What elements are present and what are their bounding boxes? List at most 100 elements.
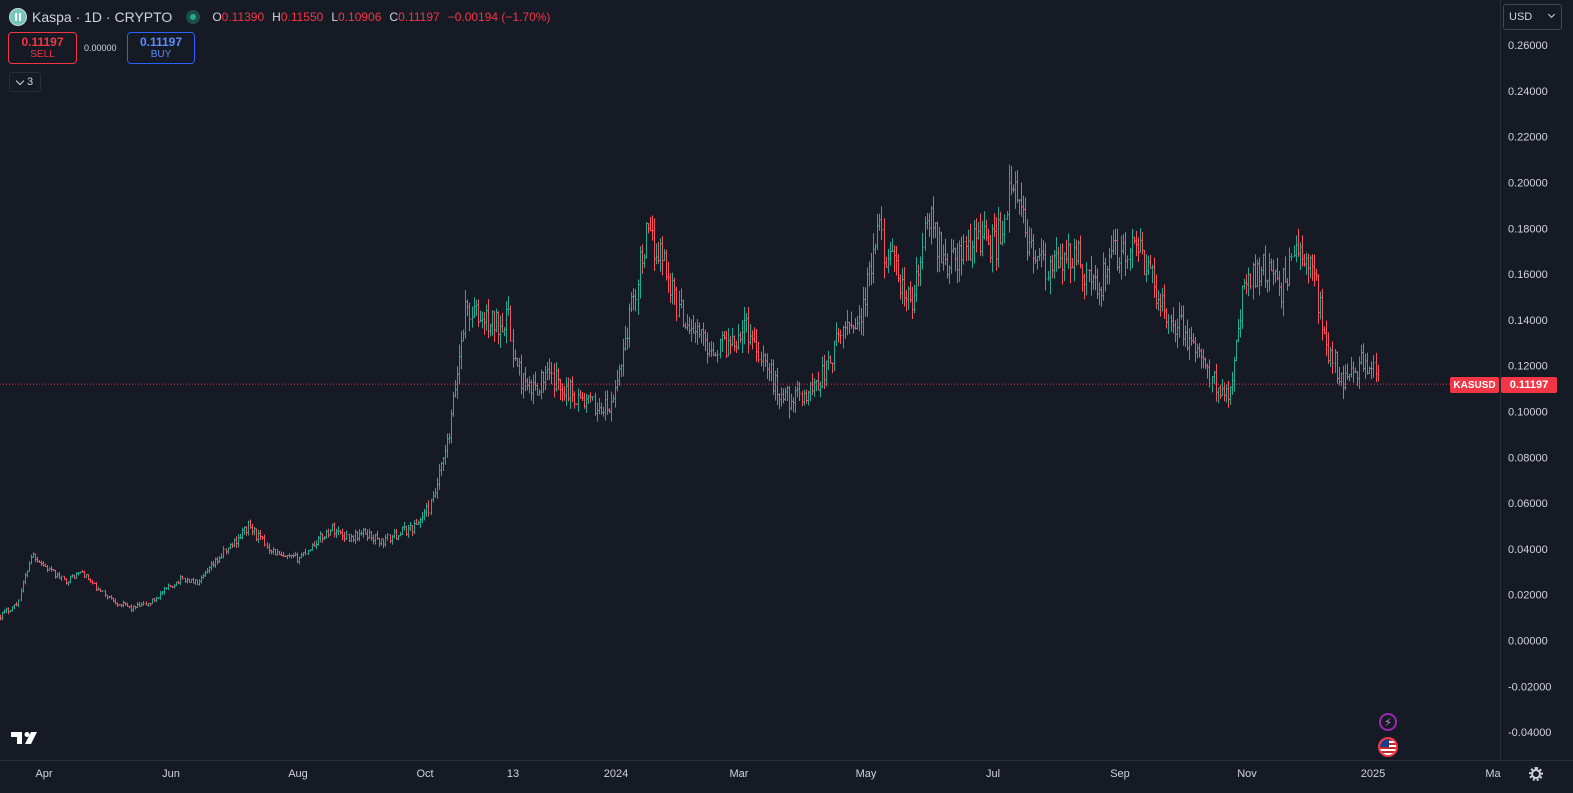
ohlc-bar — [532, 374, 535, 405]
ohlc-bar — [432, 491, 435, 503]
ohlc-bar — [456, 366, 459, 399]
ohlc-bar — [1366, 352, 1369, 375]
ohlc-bar — [514, 349, 517, 362]
ohlc-bar — [1102, 252, 1105, 301]
ohlc-bar — [276, 548, 279, 556]
currency-select[interactable]: USD — [1503, 4, 1562, 30]
x-tick-label: 2025 — [1361, 768, 1385, 780]
ohlc-bar — [971, 240, 974, 269]
ohlc-bar — [1042, 240, 1045, 261]
ohlc-bar — [645, 222, 648, 259]
ohlc-bar — [737, 324, 740, 350]
ohlc-bar — [854, 317, 857, 330]
ohlc-bar — [897, 254, 900, 283]
ohlc-bar — [243, 526, 246, 535]
y-tick-label: 0.22000 — [1508, 132, 1548, 144]
ohlc-bar — [977, 222, 980, 240]
ohlc-bar — [93, 582, 96, 584]
ohlc-bar — [208, 566, 211, 574]
ohlc-bar — [1325, 320, 1328, 356]
us-flag-event-icon[interactable] — [1378, 737, 1398, 757]
ohlc-bar — [112, 597, 115, 603]
ohlc-bar — [1262, 253, 1265, 276]
ohlc-bar — [1377, 364, 1380, 382]
ohlc-bar — [167, 583, 170, 591]
ohlc-bar — [651, 215, 654, 241]
ohlc-bar — [573, 391, 576, 409]
x-tick-label: Nov — [1237, 768, 1257, 780]
ohlc-bar — [850, 311, 853, 329]
symbol-title[interactable]: Kaspa · 1D · CRYPTO — [32, 9, 173, 25]
ohlc-bar — [485, 304, 488, 331]
ohlc-bar — [165, 587, 168, 590]
ohlc-bar — [624, 325, 627, 352]
ohlc-bar — [829, 355, 832, 364]
buy-button[interactable]: 0.11197 BUY — [127, 32, 195, 64]
ohlc-bar — [659, 238, 662, 272]
ohlc-bar — [727, 328, 730, 357]
ohlc-bar — [630, 292, 633, 313]
ohlc-bar — [585, 393, 588, 413]
ohlc-bar — [487, 299, 490, 339]
ohlc-bar — [1198, 343, 1201, 358]
ohlc-bar — [983, 211, 986, 240]
y-tick-label: 0.24000 — [1508, 86, 1548, 98]
ohlc-bar — [163, 586, 166, 595]
ohlc-bar — [75, 572, 78, 579]
ohlc-bar — [833, 340, 836, 372]
lightning-event-icon[interactable]: ⚡ — [1379, 713, 1397, 731]
ohlc-bar — [136, 602, 139, 609]
x-tick-label: 2024 — [604, 768, 628, 780]
ohlc-bar — [434, 488, 437, 498]
ohlc-bar — [1049, 255, 1052, 295]
chevron-down-icon — [15, 76, 25, 85]
low-value: 0.10906 — [338, 10, 382, 24]
ohlc-bar — [1081, 264, 1084, 292]
ohlc-bar — [274, 548, 277, 556]
ohlc-bar — [1180, 305, 1183, 320]
tradingview-logo-icon[interactable] — [11, 730, 43, 746]
ohlc-bar — [915, 257, 918, 302]
y-tick-label: 0.16000 — [1508, 269, 1548, 281]
ohlc-bar — [1307, 253, 1310, 284]
ohlc-bar — [1270, 258, 1273, 272]
ohlc-bar — [1350, 357, 1353, 378]
ohlc-bar — [1245, 274, 1248, 295]
sell-button[interactable]: 0.11197 SELL — [8, 32, 77, 64]
ohlc-bar — [401, 526, 404, 535]
chevron-down-icon — [1547, 10, 1556, 19]
ohlc-bar — [227, 547, 230, 555]
ohlc-bar — [1151, 264, 1154, 284]
ohlc-bar — [311, 543, 314, 551]
indicators-toggle-button[interactable]: 3 — [9, 72, 41, 92]
ohlc-bar — [817, 371, 820, 391]
ohlc-bar — [979, 213, 982, 256]
ohlc-bar — [1036, 256, 1039, 270]
ohlc-bar — [259, 530, 262, 540]
ohlc-bar — [505, 301, 508, 344]
ohlc-bar — [1047, 270, 1050, 281]
ohlc-bar — [427, 500, 430, 517]
y-tick-label: 0.00000 — [1508, 636, 1548, 648]
ohlc-bar — [22, 580, 25, 593]
ohlc-bar — [934, 222, 937, 238]
ohlc-bar — [559, 378, 562, 400]
ohlc-bar — [278, 551, 281, 556]
ohlc-bar — [1137, 237, 1140, 262]
ohlc-bar — [468, 302, 471, 332]
ohlc-bar — [282, 552, 285, 557]
ohlc-bar — [751, 330, 754, 350]
ohlc-bar — [1305, 252, 1308, 276]
ohlc-bar — [235, 536, 238, 548]
ohlc-bar — [1225, 384, 1228, 403]
ohlc-bar — [602, 406, 605, 417]
chart-settings-button[interactable] — [1526, 764, 1546, 784]
ohlc-bar — [917, 264, 920, 287]
x-tick-label: Jun — [162, 768, 180, 780]
ohlc-bar — [1321, 288, 1324, 341]
ohlc-bar — [233, 538, 236, 547]
ohlc-bar — [257, 529, 260, 544]
x-tick-label: Oct — [416, 768, 433, 780]
ohlc-bar — [386, 533, 389, 541]
